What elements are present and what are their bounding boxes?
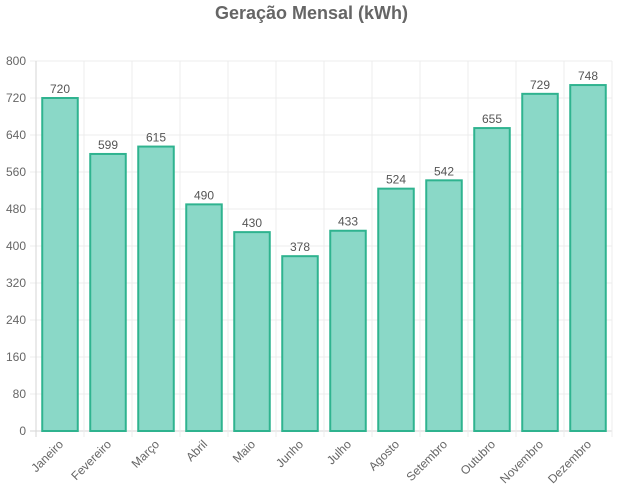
x-axis-ticks: Janeiro Fevereiro Março Abril Maio Junho Julho…: [28, 437, 594, 486]
bars: [41, 84, 607, 433]
data-label: 430: [242, 216, 262, 230]
data-label: 490: [194, 188, 214, 202]
grid-lines: [30, 60, 613, 437]
y-tick-label: 640: [6, 128, 26, 142]
y-tick-label: 320: [6, 276, 26, 290]
y-axis-ticks: 0 80 160 240 320 400 480 560 640 720 800: [6, 54, 26, 438]
bar-setembro: [425, 179, 463, 432]
bar-janeiro: [41, 97, 79, 432]
x-tick-label: Dezembro: [545, 437, 594, 486]
data-label: 615: [146, 131, 166, 145]
data-label: 542: [434, 164, 454, 178]
data-label: 748: [578, 69, 598, 83]
x-tick-label: Agosto: [366, 437, 403, 474]
y-tick-label: 720: [6, 91, 26, 105]
bar-fevereiro: [89, 152, 127, 432]
bar-julho: [329, 229, 367, 432]
data-label: 729: [530, 78, 550, 92]
bar-abril: [185, 203, 223, 432]
data-label: 378: [290, 240, 310, 254]
y-tick-label: 800: [6, 54, 26, 68]
x-tick-label: Fevereiro: [68, 437, 114, 483]
data-label: 720: [50, 82, 70, 96]
bar-março: [137, 145, 175, 432]
y-tick-label: 560: [6, 165, 26, 179]
x-tick-label: Maio: [230, 437, 259, 466]
x-tick-label: Novembro: [497, 437, 546, 486]
bar-maio: [233, 231, 271, 432]
data-labels: 720 599 615 490 430 378 433 524 542 655 729 748: [50, 69, 598, 254]
y-tick-label: 400: [6, 239, 26, 253]
chart-title: Geração Mensal (kWh): [215, 3, 408, 23]
x-tick-label: Julho: [324, 437, 354, 467]
y-tick-label: 240: [6, 313, 26, 327]
y-tick-label: 80: [13, 387, 27, 401]
x-tick-label: Setembro: [403, 437, 450, 484]
data-label: 524: [386, 173, 406, 187]
bar-novembro: [521, 92, 559, 433]
data-label: 433: [338, 215, 358, 229]
x-tick-label: Outubro: [458, 437, 499, 478]
bar-junho: [281, 255, 319, 432]
x-tick-label: Junho: [273, 437, 306, 470]
bar-agosto: [377, 187, 415, 432]
data-label: 599: [98, 138, 118, 152]
bar-dezembro: [569, 84, 607, 433]
x-tick-label: Abril: [183, 437, 210, 464]
bar-outubro: [473, 127, 511, 432]
x-tick-label: Março: [129, 437, 163, 471]
data-label: 655: [482, 112, 502, 126]
x-tick-label: Janeiro: [28, 437, 66, 475]
y-tick-label: 480: [6, 202, 26, 216]
y-tick-label: 160: [6, 350, 26, 364]
y-tick-label: 0: [19, 424, 26, 438]
